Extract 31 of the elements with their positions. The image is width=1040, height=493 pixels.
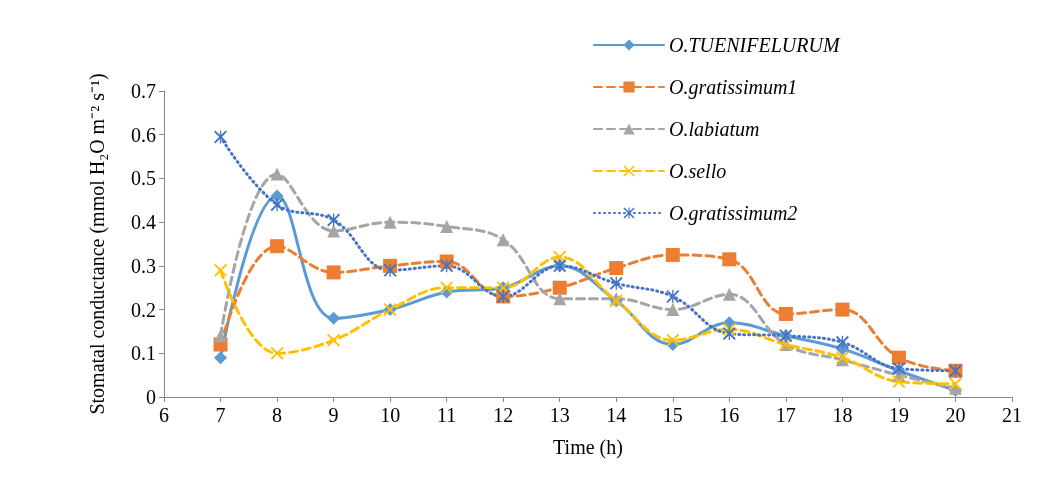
legend-label: O.sello xyxy=(669,160,727,182)
y-axis-title: Stomatal conductance (mmol H₂O m⁻² s⁻¹) xyxy=(86,73,109,415)
x-tick-label: 21 xyxy=(1002,404,1022,426)
x-tick-label: 15 xyxy=(662,404,683,426)
x-tick-label: 17 xyxy=(775,404,796,426)
x-tick-label: 20 xyxy=(945,404,966,426)
legend-label: O.gratissimum2 xyxy=(669,202,798,225)
y-tick-label: 0.6 xyxy=(131,123,156,146)
x-tick-label: 12 xyxy=(493,404,514,426)
x-tick-label: 19 xyxy=(888,404,909,426)
y-tick-label: 0.3 xyxy=(131,254,156,277)
legend-label: O.gratissimum1 xyxy=(669,76,798,99)
y-tick-label: 0.2 xyxy=(131,298,156,321)
y-tick-label: 0.4 xyxy=(131,211,156,234)
y-tick-label: 0.7 xyxy=(131,80,156,102)
x-tick-label: 6 xyxy=(159,404,169,426)
x-tick-label: 11 xyxy=(437,404,457,426)
x-tick-label: 10 xyxy=(380,404,401,426)
x-tick-label: 7 xyxy=(215,404,226,426)
x-tick-label: 9 xyxy=(328,404,339,426)
y-tick-label: 0 xyxy=(146,386,156,408)
y-tick-label: 0.5 xyxy=(131,167,156,190)
x-tick-label: 16 xyxy=(719,404,740,426)
x-tick-label: 14 xyxy=(606,404,627,426)
legend-label: O.TUENIFELURUM xyxy=(669,34,841,56)
legend-label: O.labiatum xyxy=(669,118,760,140)
x-tick-label: 13 xyxy=(549,404,570,426)
x-tick-label: 18 xyxy=(832,404,853,426)
x-axis-title: Time (h) xyxy=(553,436,623,459)
y-tick-label: 0.1 xyxy=(131,342,156,365)
x-tick-label: 8 xyxy=(272,404,283,426)
